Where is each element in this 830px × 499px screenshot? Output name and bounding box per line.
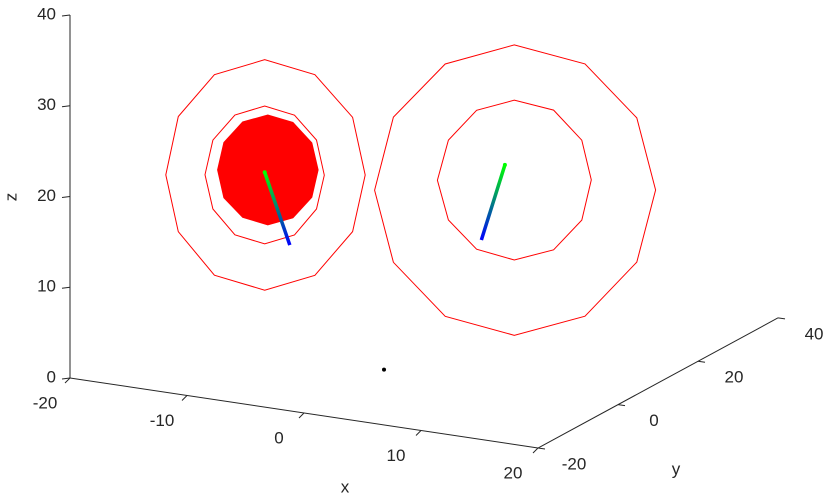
z-tick-label: 30 xyxy=(37,95,56,114)
y-tick-label: -20 xyxy=(562,454,587,473)
z-tick xyxy=(61,105,71,108)
y-axis-label: y xyxy=(672,459,681,478)
x-tick-label: 10 xyxy=(387,446,406,465)
trajectory xyxy=(165,59,366,291)
z-tick-label: 10 xyxy=(37,277,56,296)
x-axis-label: x xyxy=(341,477,350,496)
x-tick-label: 0 xyxy=(274,428,283,447)
y-tick-label: 0 xyxy=(649,411,658,430)
segment-start xyxy=(502,162,507,167)
z-tick xyxy=(61,14,71,17)
trajectory-core xyxy=(217,114,319,226)
x-tick-label: -10 xyxy=(150,411,175,430)
y-tick xyxy=(617,404,626,407)
y-tick xyxy=(697,360,706,363)
segment-start xyxy=(262,170,267,175)
z-tick-label: 40 xyxy=(37,4,56,23)
z-tick xyxy=(61,196,71,198)
z-tick-label: 20 xyxy=(37,186,56,205)
equilibrium-point xyxy=(382,367,387,372)
y-tick-label: 20 xyxy=(725,368,744,387)
x-tick xyxy=(532,447,539,454)
z-tick xyxy=(61,377,71,380)
trajectory xyxy=(204,105,325,245)
x-tick-label: -20 xyxy=(33,393,58,412)
x-tick-label: 20 xyxy=(504,463,523,482)
trajectory xyxy=(436,99,592,261)
x-tick xyxy=(64,377,71,384)
y-tick xyxy=(537,447,546,450)
x-tick xyxy=(181,395,188,401)
y-tick-label: 40 xyxy=(805,324,824,343)
eigen-segment xyxy=(263,171,292,246)
z-tick-label: 0 xyxy=(47,367,56,386)
eigen-segment xyxy=(479,164,507,241)
trajectory xyxy=(374,44,657,336)
y-axis xyxy=(537,317,779,449)
x-tick xyxy=(298,412,305,419)
z-tick xyxy=(61,286,71,289)
z-axis-label: z xyxy=(1,193,20,202)
x-tick xyxy=(415,430,422,436)
y-tick xyxy=(777,317,786,320)
